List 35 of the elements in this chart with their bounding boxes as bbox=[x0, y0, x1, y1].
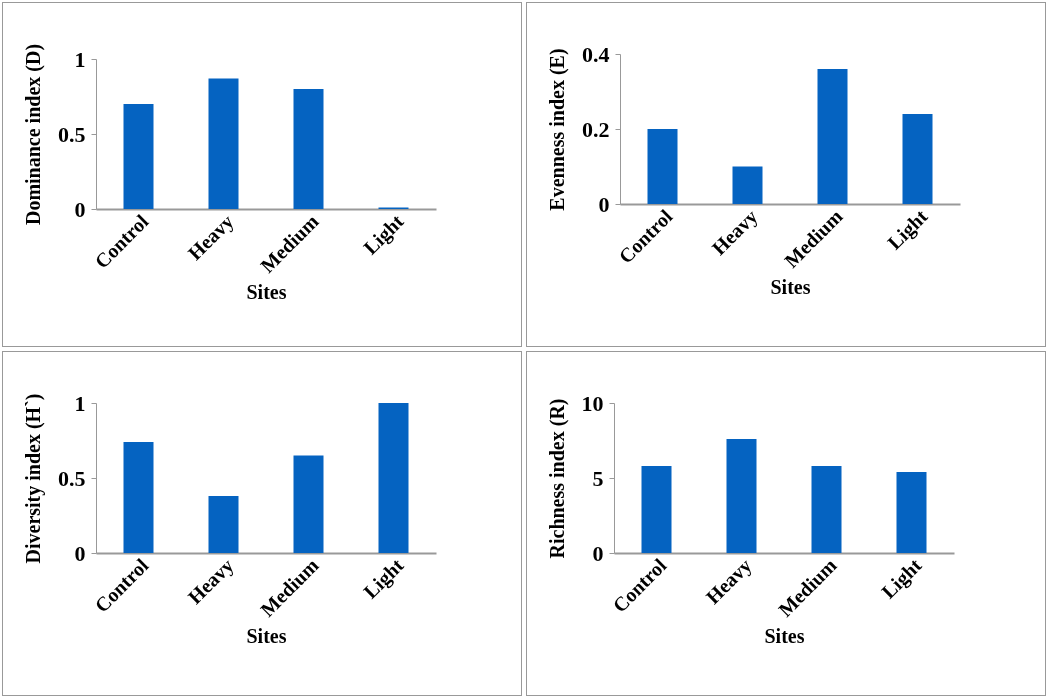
bar bbox=[293, 89, 324, 209]
y-tick-label: 0.5 bbox=[58, 121, 86, 147]
y-tick-label: 1 bbox=[74, 390, 86, 416]
x-axis-title: Sites bbox=[246, 624, 287, 647]
bar bbox=[647, 129, 678, 204]
y-axis-title: Dominance index (D) bbox=[22, 43, 45, 226]
bar bbox=[378, 403, 409, 553]
y-tick-label: 0.5 bbox=[58, 465, 86, 491]
y-tick-label: 0 bbox=[74, 196, 86, 222]
y-tick-label: 0 bbox=[598, 191, 610, 217]
bar bbox=[208, 496, 239, 553]
x-axis-title: Sites bbox=[764, 624, 805, 647]
bar bbox=[123, 442, 154, 553]
x-axis-title: Sites bbox=[246, 280, 287, 303]
y-axis-title: Richness index (R) bbox=[545, 398, 569, 559]
x-axis-title: Sites bbox=[770, 275, 811, 298]
bar bbox=[641, 466, 672, 553]
y-tick-label: 0 bbox=[592, 540, 604, 566]
bar bbox=[896, 472, 927, 553]
bar bbox=[726, 439, 757, 553]
y-tick-label: 0 bbox=[74, 540, 86, 566]
bar bbox=[902, 114, 933, 204]
y-axis-title: Diversity index (H`) bbox=[22, 393, 45, 564]
y-tick-label: 0.4 bbox=[582, 41, 610, 67]
y-tick-label: 5 bbox=[592, 465, 604, 491]
bar bbox=[732, 166, 763, 204]
bar bbox=[817, 69, 848, 204]
bar bbox=[208, 78, 239, 209]
y-axis-title: Evenness index (E) bbox=[546, 48, 569, 211]
bar bbox=[293, 455, 324, 553]
y-tick-label: 0.2 bbox=[582, 116, 610, 142]
bar bbox=[123, 104, 154, 209]
y-tick-label: 10 bbox=[581, 390, 604, 416]
bar bbox=[811, 466, 842, 553]
y-tick-label: 1 bbox=[74, 46, 86, 72]
